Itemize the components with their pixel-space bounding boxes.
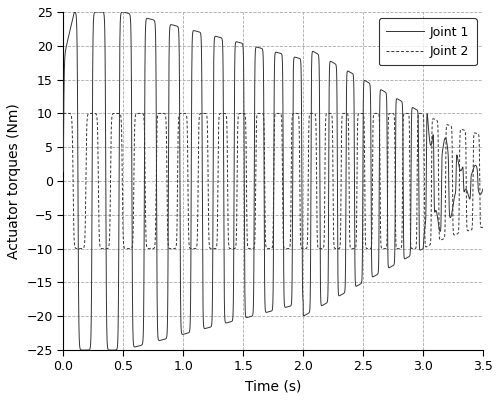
Joint 1 xyxy=(96,10,102,14)
Joint 2 xyxy=(406,141,412,146)
Joint 2 xyxy=(384,242,390,247)
Joint 2 xyxy=(230,246,235,251)
Joint 1 xyxy=(243,315,249,320)
Joint 2 xyxy=(472,131,478,136)
Joint 1 xyxy=(118,10,124,15)
Joint 1 xyxy=(384,104,390,109)
Joint 2 xyxy=(218,111,224,116)
X-axis label: Time (s): Time (s) xyxy=(245,379,302,393)
Joint 1 xyxy=(218,35,224,40)
Y-axis label: Actuator torques (Nm): Actuator torques (Nm) xyxy=(7,103,21,259)
Joint 2 xyxy=(310,111,316,116)
Joint 2 xyxy=(243,127,249,132)
Legend: Joint 1, Joint 2: Joint 1, Joint 2 xyxy=(378,18,477,66)
Joint 1 xyxy=(406,254,412,258)
Joint 1 xyxy=(60,170,66,174)
Joint 2 xyxy=(60,111,66,116)
Line: Joint 2: Joint 2 xyxy=(64,113,483,249)
Joint 1 xyxy=(110,348,116,352)
Joint 1 xyxy=(480,186,486,191)
Joint 2 xyxy=(118,116,124,120)
Joint 2 xyxy=(480,225,486,230)
Line: Joint 1: Joint 1 xyxy=(64,12,483,350)
Joint 1 xyxy=(472,163,478,168)
